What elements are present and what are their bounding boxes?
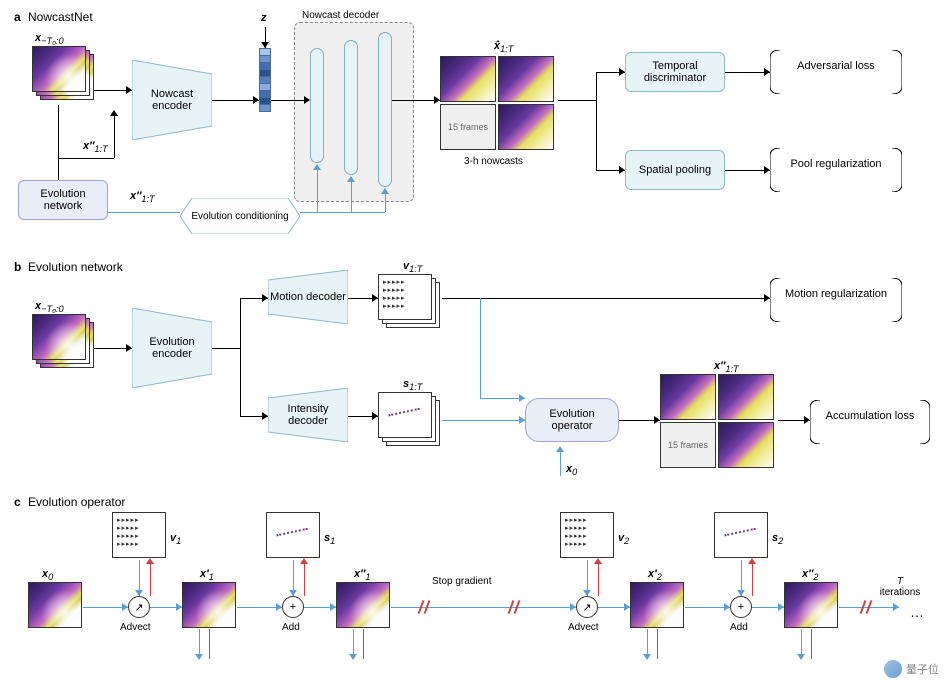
- c-v2-label: v2: [618, 532, 629, 546]
- c-x2p-label: x′2: [648, 568, 662, 582]
- c-add2-label: Add: [730, 622, 748, 633]
- c-ellipsis: …: [910, 604, 924, 620]
- b-bracket-2l: [810, 400, 820, 444]
- c-add1: +: [282, 596, 304, 618]
- c-x1p-label: x′1: [200, 568, 214, 582]
- c-slash-2: [510, 600, 526, 616]
- b-loss-2: Accumulation loss: [822, 410, 918, 422]
- b-bracket-2r: [920, 400, 930, 444]
- c-slash-3: [862, 600, 878, 616]
- watermark-logo-icon: [884, 660, 902, 678]
- a-bracket-1r: [892, 50, 902, 94]
- c-x0-label: x0: [42, 568, 53, 582]
- c-s1-label: s1: [324, 532, 335, 546]
- motion-decoder: Motion decoder: [268, 270, 348, 324]
- c-add1-label: Add: [282, 622, 300, 633]
- decoder-title: Nowcast decoder: [302, 10, 379, 21]
- panel-a-title: NowcastNet: [28, 10, 93, 24]
- c-slash-1: [420, 600, 436, 616]
- evolution-network-box: Evolution network: [18, 180, 108, 220]
- a-l-dec-out: [392, 100, 440, 101]
- dec-pill-2: [344, 40, 358, 175]
- a-bracket-2l: [770, 148, 780, 192]
- a-x1t-label-top: x″1:T: [83, 140, 108, 154]
- c-s2-label: s2: [772, 532, 783, 546]
- z-vector: [259, 48, 271, 111]
- b-v-label: v1:T: [403, 260, 422, 274]
- a-l-split-v: [596, 72, 597, 170]
- c-v1-label: v1: [170, 532, 181, 546]
- panel-b-title: Evolution network: [28, 260, 123, 274]
- c-x2pp-label: x″2: [802, 568, 818, 582]
- b-s-label: s1:T: [403, 378, 422, 392]
- b-bracket-1l: [770, 278, 780, 322]
- a-bracket-1l: [770, 50, 780, 94]
- a-xhat-label: x̂1:T: [494, 40, 513, 54]
- temporal-discriminator: Temporal discriminator: [625, 52, 725, 92]
- c-advect2-label: Advect: [568, 622, 599, 633]
- spatial-pooling: Spatial pooling: [625, 150, 725, 190]
- c-add2: +: [730, 596, 752, 618]
- a-nowcasts-label: 3-h nowcasts: [464, 156, 523, 167]
- b-output-grid: 15 frames: [660, 374, 776, 470]
- b-bracket-1r: [892, 278, 902, 322]
- panel-a-label: a: [14, 10, 21, 24]
- c-advect1-label: Advect: [120, 622, 151, 633]
- a-x1t-label-bot: x″1:T: [130, 190, 155, 204]
- dec-pill-3: [378, 32, 392, 187]
- a-loss-1: Adversarial loss: [783, 60, 889, 72]
- watermark: 量子位: [884, 660, 939, 678]
- evolution-conditioning: Evolution conditioning: [180, 198, 300, 234]
- c-advect1: ↗: [128, 596, 150, 618]
- c-advect2: ↗: [576, 596, 598, 618]
- evolution-operator-box: Evolution operator: [525, 398, 619, 442]
- panel-c-label: c: [14, 495, 21, 509]
- a-input-label: x−T₀:0: [35, 32, 64, 46]
- a-l-encz: [212, 100, 259, 101]
- a-l-grid-out: [558, 100, 596, 101]
- intensity-decoder: Intensity decoder: [268, 388, 348, 442]
- panel-c-title: Evolution operator: [28, 495, 125, 509]
- c-T-iter: TT iterationsiterations: [870, 576, 930, 598]
- z-label: z: [261, 12, 267, 24]
- b-loss-1: Motion regularization: [783, 288, 889, 300]
- nowcast-encoder: Nowcast encoder: [132, 60, 212, 140]
- b-input-label: x−T₀:0: [35, 300, 64, 314]
- b-x0-label: x0: [566, 463, 577, 477]
- a-output-grid: 15 frames: [440, 56, 556, 152]
- dec-pill-1: [310, 48, 324, 163]
- b-xout-label: x″1:T: [714, 360, 739, 374]
- panel-b-label: b: [14, 260, 21, 274]
- a-bracket-2r: [892, 148, 902, 192]
- evolution-encoder: Evolution encoder: [132, 308, 212, 388]
- a-loss-2: Pool regularization: [783, 158, 889, 170]
- c-x1pp-label: x″1: [354, 568, 370, 582]
- c-stop-gradient: Stop gradient: [432, 576, 492, 587]
